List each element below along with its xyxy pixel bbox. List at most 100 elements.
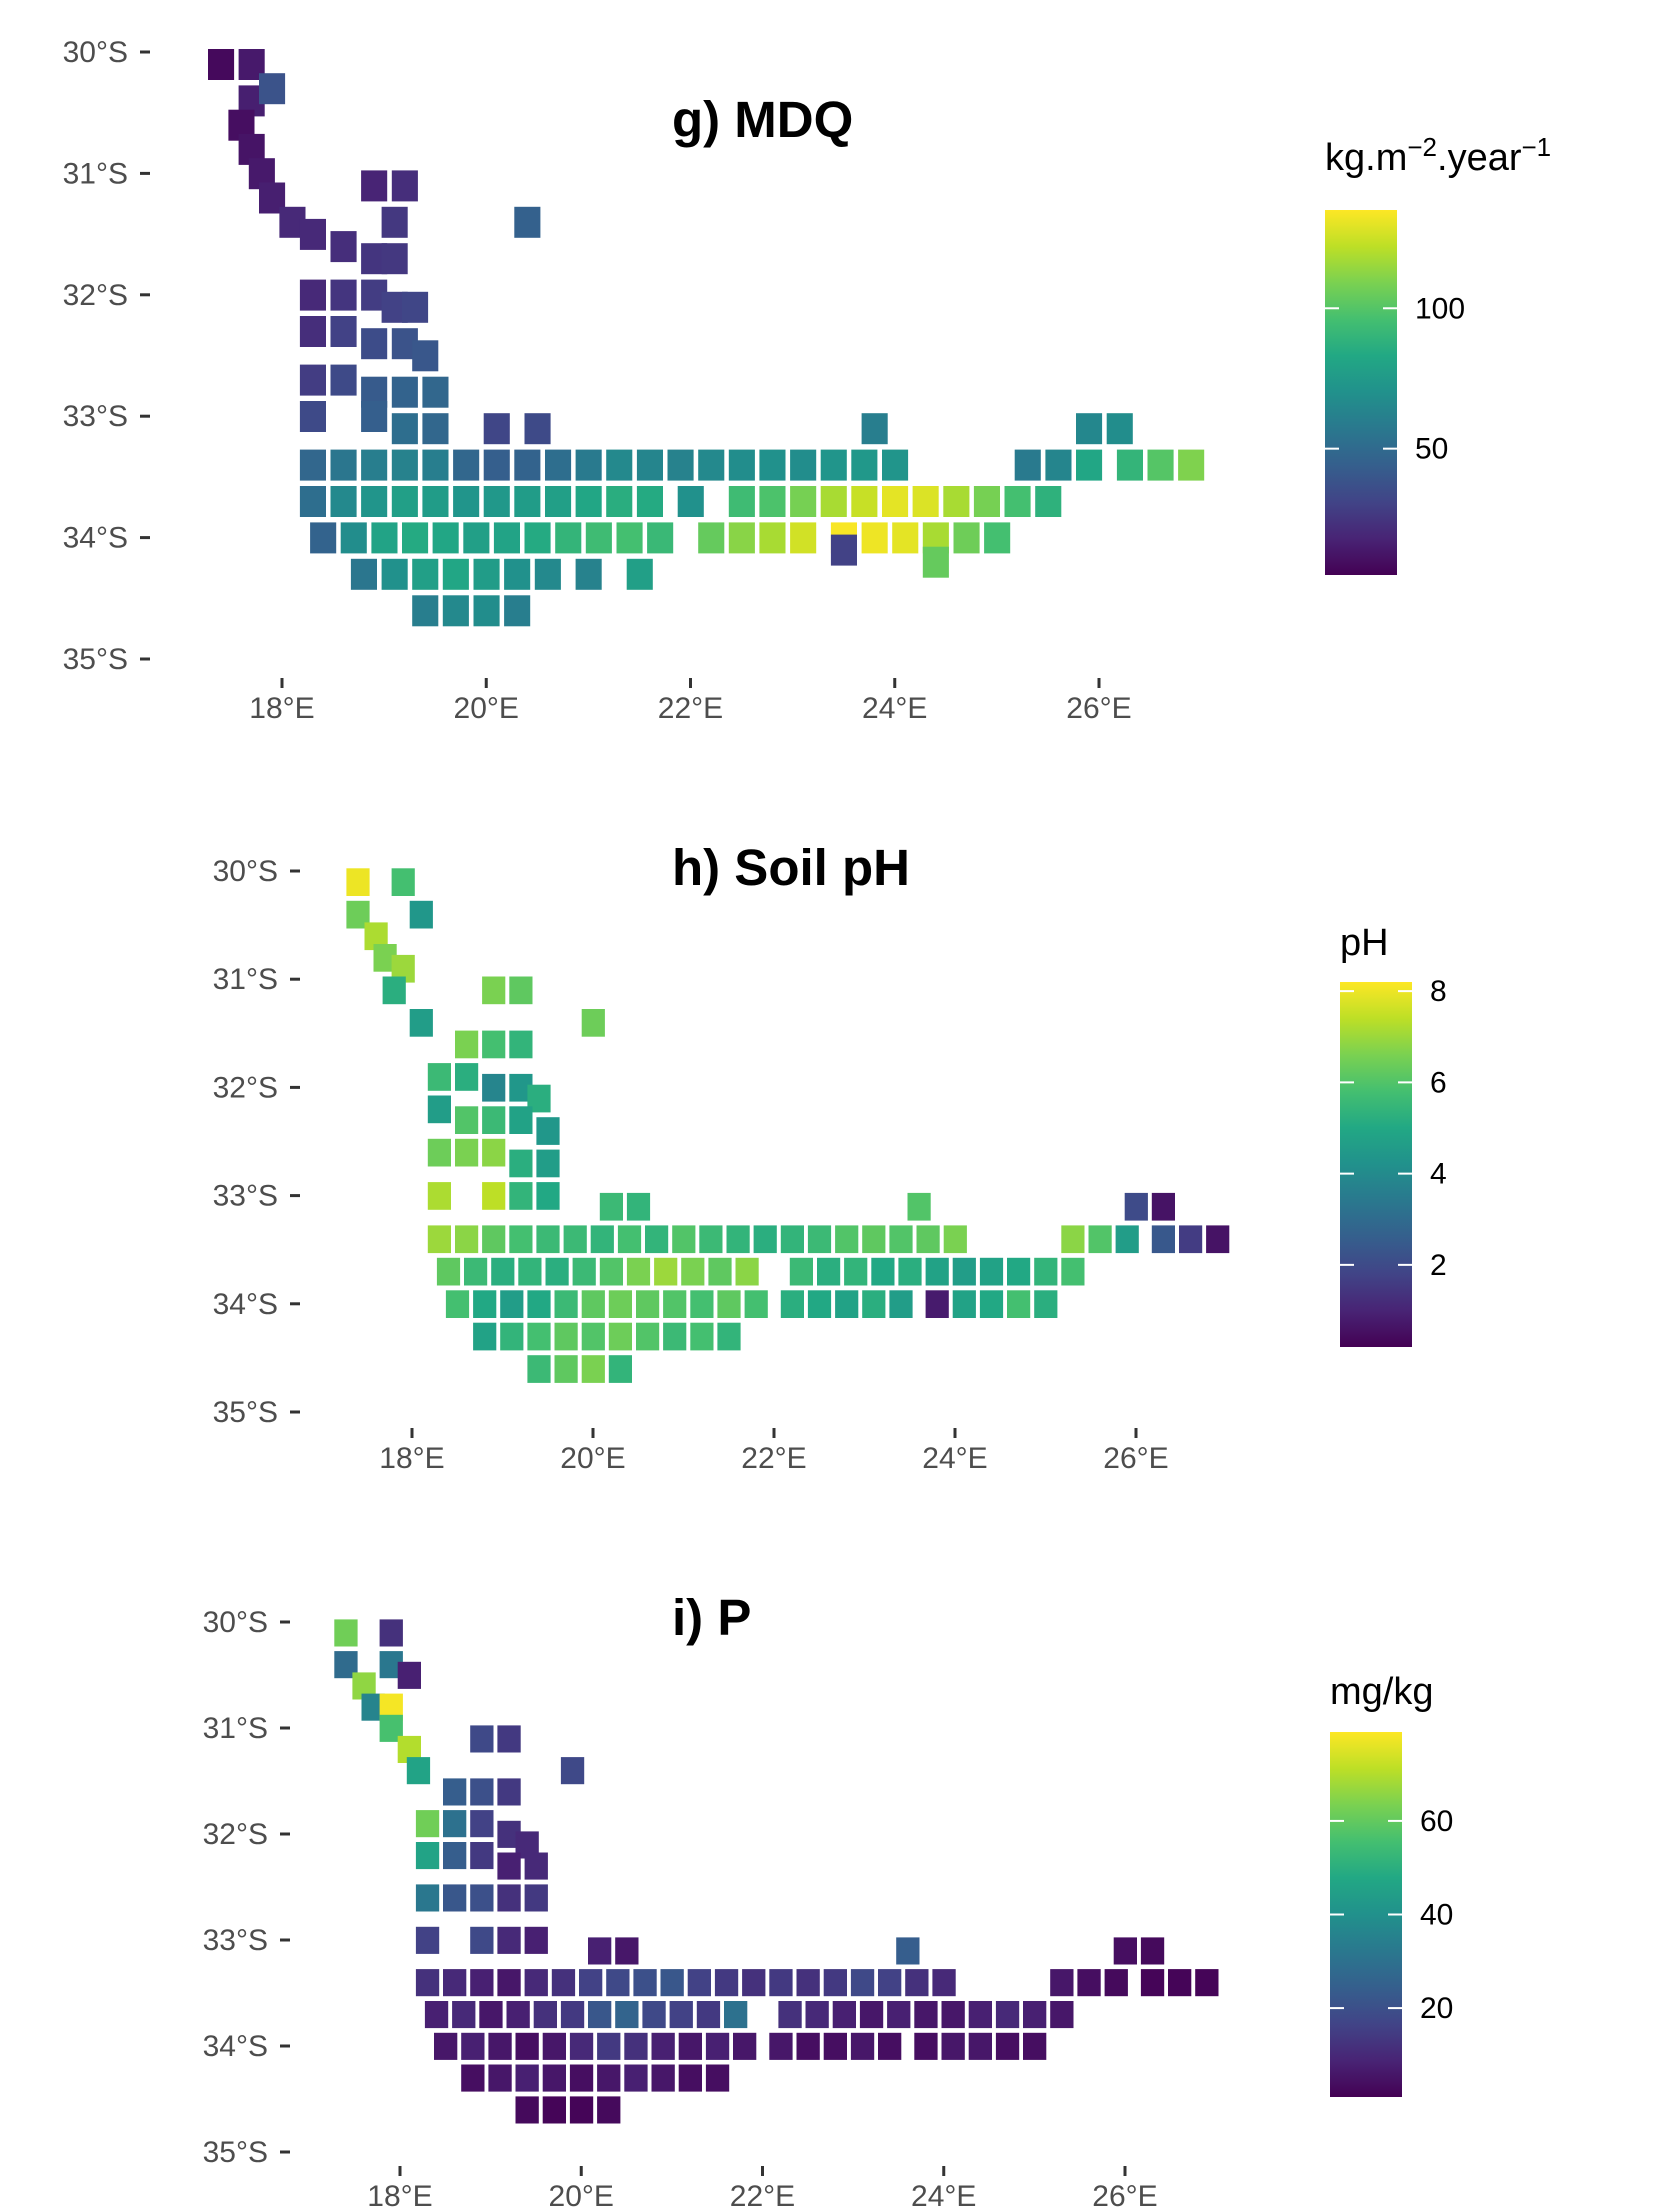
raster-cell [455,1106,479,1134]
x-tick-label: 18°E [249,692,314,725]
raster-cell [463,522,490,554]
raster-cell [479,2001,503,2029]
raster-cell [402,522,429,554]
raster-cell [524,1926,548,1954]
raster-cell [482,1030,506,1059]
y-tick-label: 35°S [213,1396,278,1429]
raster-cell [514,486,541,517]
raster-cells [346,868,1230,1383]
raster-cell [830,534,857,566]
raster-cells [334,1619,1219,2124]
raster-cell [606,449,633,481]
legend-tick-label: 60 [1420,1805,1453,1838]
raster-cell [497,1778,521,1806]
raster-cell [497,1969,521,1997]
raster-cell [642,2001,666,2029]
raster-cell [1179,1225,1203,1254]
y-tick-label: 33°S [203,1924,268,1957]
raster-cell [687,1969,711,1997]
raster-cell [442,595,469,627]
raster-cell [509,1225,533,1254]
raster-cell [636,1322,660,1351]
y-tick-label: 32°S [213,1071,278,1104]
raster-cell [678,2032,702,2060]
raster-cell [914,2001,938,2029]
raster-cell [796,1969,820,1997]
raster-cell [427,1095,451,1124]
y-tick-label: 31°S [203,1712,268,1745]
raster-cell [509,1030,533,1059]
x-tick-label: 24°E [922,1442,987,1475]
raster-cell [705,2032,730,2060]
raster-cell [436,1257,461,1286]
raster-cell [412,595,439,627]
raster-cell [391,954,415,983]
raster-cells [208,49,1205,627]
raster-cell [536,1117,560,1145]
raster-cell [391,486,418,517]
raster-cell [483,449,510,481]
raster-cell [742,1969,766,1997]
raster-cell [581,1009,605,1037]
raster-cell [1106,413,1133,445]
raster-cell [1035,486,1062,517]
raster-cell [892,522,919,554]
raster-cell [488,2064,512,2092]
raster-cell [427,1063,451,1091]
raster-cell [443,1842,467,1870]
x-tick-label: 18°E [367,2180,432,2208]
raster-cell [677,486,704,517]
raster-cell [759,486,786,517]
raster-cell [817,1257,841,1286]
raster-cell [636,449,663,481]
raster-cell [299,449,326,481]
raster-cell [575,486,602,517]
raster-cell [427,1138,451,1167]
raster-cell [698,522,725,554]
raster-cell [820,486,847,517]
raster-cell [524,1852,548,1880]
raster-cell [545,449,572,481]
x-tick-label: 24°E [911,2180,976,2208]
raster-cell [330,364,357,396]
x-tick-label: 18°E [379,1442,444,1475]
raster-cell [780,1225,804,1254]
raster-cell [453,486,480,517]
raster-cell [1061,1257,1085,1286]
raster-cell [497,1725,521,1753]
raster-cell [1034,1257,1058,1286]
raster-cell [1004,486,1031,517]
raster-cell [597,2032,621,2060]
legend-tick-label: 20 [1420,1992,1453,2025]
raster-cell [714,1969,739,1997]
raster-cell [473,1322,497,1351]
raster-cell [461,2032,485,2060]
raster-cell [861,413,888,445]
raster-cell [509,1106,533,1134]
raster-cell [633,1969,657,1997]
x-tick-label: 20°E [560,1442,625,1475]
raster-cell [415,1884,440,1912]
raster-cell [509,976,533,1005]
raster-cell [669,2001,693,2029]
raster-cell [698,449,725,481]
raster-cell [705,2064,730,2092]
raster-cell [524,522,551,554]
raster-cell [208,49,235,80]
raster-cell [310,522,337,554]
raster-cell [527,1322,551,1351]
raster-cell [473,595,500,627]
raster-cell [555,522,582,554]
raster-cell [542,2032,566,2060]
raster-cell [491,1257,515,1286]
raster-cell [422,413,449,445]
raster-cell [932,1969,956,1997]
raster-cell [361,401,388,432]
raster-cell [807,1225,832,1254]
raster-cell [427,1182,451,1210]
raster-cell [581,1322,605,1351]
raster-cell [708,1257,732,1286]
panel-title: g) MDQ [672,91,853,148]
raster-cell [493,522,520,554]
raster-cell [330,231,357,263]
